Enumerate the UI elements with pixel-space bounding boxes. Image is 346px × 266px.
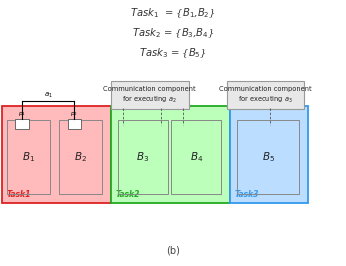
Text: $B_3$: $B_3$ — [136, 150, 149, 164]
Text: $B_1$: $B_1$ — [22, 150, 35, 164]
Text: Task3: Task3 — [235, 190, 259, 199]
Text: $B_5$: $B_5$ — [262, 150, 275, 164]
Text: Communication component
for executing $a_2$: Communication component for executing $a… — [103, 86, 196, 105]
FancyBboxPatch shape — [15, 119, 28, 129]
FancyBboxPatch shape — [111, 81, 189, 109]
FancyBboxPatch shape — [2, 106, 111, 203]
Text: $B_2$: $B_2$ — [74, 150, 87, 164]
Text: $Task_1$  = {$B_1$,$B_2$}: $Task_1$ = {$B_1$,$B_2$} — [130, 7, 216, 20]
Text: $p_2$: $p_2$ — [70, 110, 79, 118]
FancyBboxPatch shape — [227, 81, 304, 109]
FancyBboxPatch shape — [67, 119, 81, 129]
Text: Communication component
for executing $a_3$: Communication component for executing $a… — [219, 86, 312, 105]
Text: $a_1$: $a_1$ — [44, 91, 53, 100]
Text: (b): (b) — [166, 245, 180, 255]
Text: $B_4$: $B_4$ — [190, 150, 203, 164]
FancyBboxPatch shape — [230, 106, 308, 203]
Text: $Task_3$ = {$B_5$}: $Task_3$ = {$B_5$} — [139, 47, 207, 60]
Text: $Task_2$ = {$B_3$,$B_4$}: $Task_2$ = {$B_3$,$B_4$} — [132, 27, 214, 40]
Text: (a): (a) — [166, 89, 180, 99]
Text: $p_1$: $p_1$ — [18, 110, 26, 118]
FancyBboxPatch shape — [111, 106, 230, 203]
Text: Task1: Task1 — [6, 190, 30, 199]
Text: Task2: Task2 — [115, 190, 139, 199]
